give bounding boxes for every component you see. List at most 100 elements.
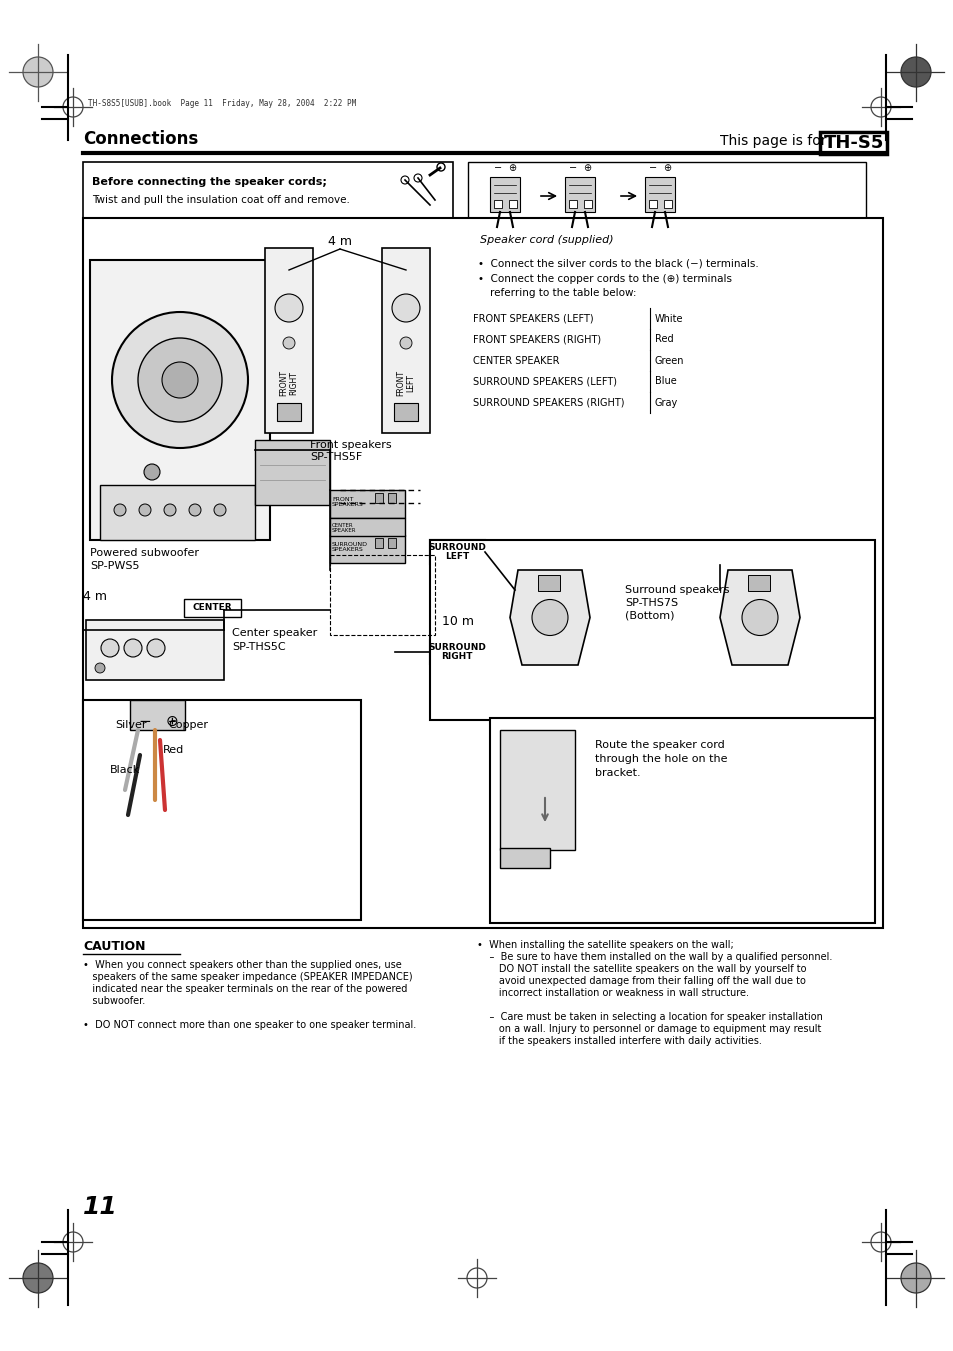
Bar [644,177,675,212]
Bar [568,200,577,208]
Bar [564,177,595,212]
Bar [430,640,484,663]
Text: FRONT SPEAKERS (LEFT): FRONT SPEAKERS (LEFT) [473,313,593,323]
Circle shape [399,336,412,349]
Circle shape [900,57,930,86]
FancyBboxPatch shape [820,132,886,154]
Polygon shape [510,570,589,665]
Circle shape [113,504,126,516]
Text: −: − [648,163,657,173]
Text: indicated near the speaker terminals on the rear of the powered: indicated near the speaker terminals on … [83,984,407,994]
Bar [648,200,657,208]
Circle shape [532,600,567,635]
Bar [468,162,865,392]
Polygon shape [720,570,800,665]
Bar [276,403,301,422]
Text: CENTER
SPEAKER: CENTER SPEAKER [332,523,356,534]
Bar [83,218,882,928]
Circle shape [144,463,160,480]
Text: incorrect installation or weakness in wall structure.: incorrect installation or weakness in wa… [476,988,748,998]
Text: CAUTION: CAUTION [83,940,146,952]
Text: SP-THS5F: SP-THS5F [310,453,362,462]
Text: •  Connect the silver cords to the black (−) terminals.: • Connect the silver cords to the black … [477,258,758,267]
Text: Surround speakers: Surround speakers [624,585,729,594]
Text: Center speaker: Center speaker [232,628,317,638]
Text: ⊕: ⊕ [662,163,670,173]
Text: Speaker cord (supplied): Speaker cord (supplied) [479,235,613,245]
Bar [468,330,733,350]
Text: Front speakers: Front speakers [310,440,392,450]
Circle shape [741,600,778,635]
Circle shape [101,639,119,657]
Text: through the hole on the: through the hole on the [595,754,727,765]
Text: Black: Black [110,765,140,775]
Text: if the speakers installed interfere with daily activities.: if the speakers installed interfere with… [476,1036,761,1046]
Bar [499,848,550,867]
Text: SURROUND SPEAKERS (LEFT): SURROUND SPEAKERS (LEFT) [473,377,617,386]
Bar [663,200,671,208]
Text: Red: Red [655,335,673,345]
Text: White: White [655,313,682,323]
Circle shape [112,312,248,449]
Text: Before connecting the speaker cords;: Before connecting the speaker cords; [91,177,327,186]
Text: Twist and pull the insulation coat off and remove.: Twist and pull the insulation coat off a… [91,195,350,205]
Text: Blue: Blue [655,377,676,386]
Text: SURROUND
LEFT: SURROUND LEFT [428,543,485,562]
Text: •  Connect the copper cords to the (⊕) terminals: • Connect the copper cords to the (⊕) te… [477,274,731,284]
Bar [430,540,484,563]
Bar [468,308,733,330]
Circle shape [164,504,175,516]
Circle shape [392,295,419,322]
Text: FRONT
RIGHT: FRONT RIGHT [279,370,298,396]
Bar [394,403,417,422]
Bar [388,493,395,503]
Text: –  Be sure to have them installed on the wall by a qualified personnel.: – Be sure to have them installed on the … [476,952,832,962]
Bar [265,249,313,434]
Bar [468,392,733,413]
Text: SP-THS7S: SP-THS7S [624,598,678,608]
Text: on a wall. Injury to personnel or damage to equipment may result: on a wall. Injury to personnel or damage… [476,1024,821,1034]
Text: CENTER: CENTER [192,604,232,612]
Bar [499,730,575,850]
Bar [494,200,501,208]
Bar [747,576,769,590]
Bar [583,200,592,208]
Bar [468,350,733,372]
Text: Silver: Silver [115,720,147,730]
Text: Green: Green [655,355,684,366]
Text: TH-S5: TH-S5 [823,134,883,153]
Text: 4 m: 4 m [83,590,107,603]
Text: 4 m: 4 m [328,235,352,249]
Bar [330,517,405,536]
Bar [490,717,874,923]
Bar [375,493,382,503]
Text: –  Care must be taken in selecting a location for speaker installation: – Care must be taken in selecting a loca… [476,1012,822,1021]
Text: DO NOT install the satellite speakers on the wall by yourself to: DO NOT install the satellite speakers on… [476,965,805,974]
Circle shape [274,295,303,322]
Text: FRONT
LEFT: FRONT LEFT [395,370,416,396]
Text: bracket.: bracket. [595,767,640,778]
Circle shape [23,57,53,86]
Bar [330,555,435,635]
Bar [430,540,874,720]
Circle shape [162,362,198,399]
Text: SP-THS5C: SP-THS5C [232,642,285,653]
Bar [254,440,330,505]
Text: This page is for: This page is for [720,134,825,149]
Text: Copper: Copper [168,720,208,730]
Text: avoid unexpected damage from their falling off the wall due to: avoid unexpected damage from their falli… [476,975,805,986]
Text: TH-S8S5[USUB].book  Page 11  Friday, May 28, 2004  2:22 PM: TH-S8S5[USUB].book Page 11 Friday, May 2… [88,99,355,108]
Circle shape [124,639,142,657]
Text: ⊕: ⊕ [166,713,178,730]
Text: −: − [138,713,152,730]
Text: Red: Red [163,744,184,755]
Bar [330,490,405,517]
Text: speakers of the same speaker impedance (SPEAKER IMPEDANCE): speakers of the same speaker impedance (… [83,971,413,982]
Bar [130,700,185,730]
Bar [83,162,453,222]
Text: subwoofer.: subwoofer. [83,996,145,1006]
Text: Powered subwoofer: Powered subwoofer [90,549,199,558]
Text: referring to the table below:: referring to the table below: [490,288,636,299]
Text: •  DO NOT connect more than one speaker to one speaker terminal.: • DO NOT connect more than one speaker t… [83,1020,416,1029]
Bar [388,538,395,549]
